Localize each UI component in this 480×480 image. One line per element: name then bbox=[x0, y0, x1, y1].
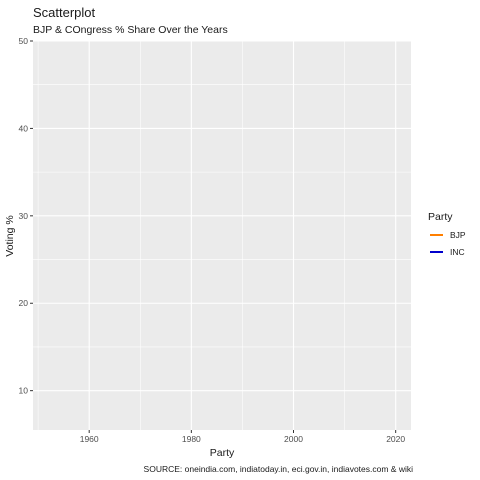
legend-label: BJP bbox=[450, 230, 466, 240]
chart-title: Scatterplot bbox=[33, 5, 96, 20]
y-tick-label: 40 bbox=[19, 123, 29, 133]
chart-caption: SOURCE: oneindia.com, indiatoday.in, eci… bbox=[144, 464, 414, 474]
x-tick-label: 2020 bbox=[386, 434, 405, 444]
y-axis-ticks: 10 20 30 40 50 bbox=[19, 36, 33, 396]
x-axis-title: Party bbox=[210, 447, 235, 459]
x-tick-label: 2000 bbox=[284, 434, 303, 444]
y-tick-label: 10 bbox=[19, 386, 29, 396]
y-tick-label: 30 bbox=[19, 211, 29, 221]
y-axis-title: Voting % bbox=[4, 215, 16, 256]
legend-label: INC bbox=[450, 247, 465, 257]
y-tick-label: 20 bbox=[19, 298, 29, 308]
chart-subtitle: BJP & COngress % Share Over the Years bbox=[33, 24, 228, 36]
x-tick-label: 1960 bbox=[80, 434, 99, 444]
legend: Party BJP INC bbox=[428, 211, 466, 261]
x-tick-label: 1980 bbox=[182, 434, 201, 444]
x-axis-ticks: 1960 1980 2000 2020 bbox=[80, 430, 406, 444]
legend-title: Party bbox=[428, 211, 453, 223]
y-tick-label: 50 bbox=[19, 36, 29, 46]
